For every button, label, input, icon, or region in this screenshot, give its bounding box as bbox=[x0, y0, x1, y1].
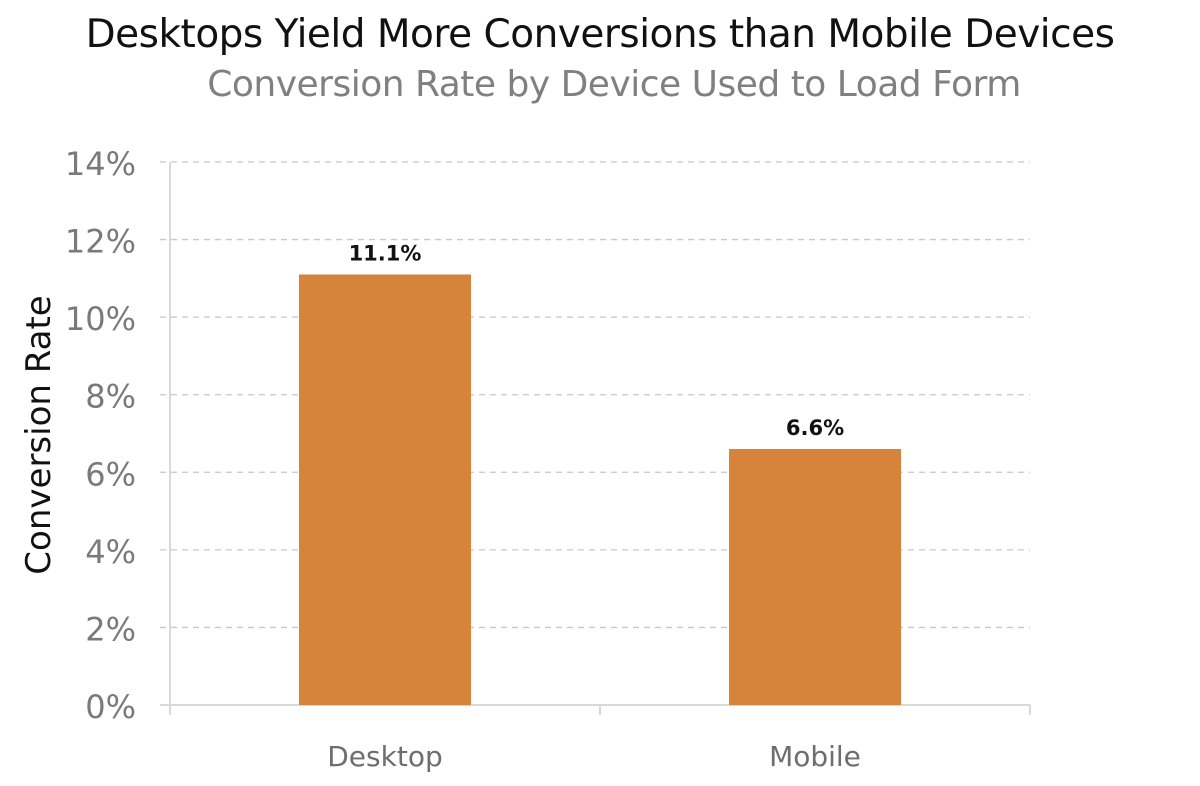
y-tick-label: 4% bbox=[85, 533, 136, 571]
y-tick-label: 12% bbox=[65, 223, 136, 261]
chart-subtitle: Conversion Rate by Device Used to Load F… bbox=[207, 64, 1021, 105]
y-tick-label: 0% bbox=[85, 688, 136, 726]
y-axis-label: Conversion Rate bbox=[19, 295, 59, 574]
x-tick-label: Desktop bbox=[327, 740, 442, 773]
bar-mobile bbox=[729, 449, 901, 705]
y-tick-label: 2% bbox=[85, 610, 136, 648]
y-tick-label: 10% bbox=[65, 300, 136, 338]
x-tick-label: Mobile bbox=[769, 740, 861, 773]
y-tick-label: 8% bbox=[85, 378, 136, 416]
data-label: 11.1% bbox=[349, 241, 422, 265]
y-tick-label: 14% bbox=[65, 145, 136, 183]
y-tick-label: 6% bbox=[85, 455, 136, 493]
data-label: 6.6% bbox=[786, 416, 844, 440]
chart-title: Desktops Yield More Conversions than Mob… bbox=[85, 12, 1115, 57]
bar-desktop bbox=[299, 274, 471, 705]
